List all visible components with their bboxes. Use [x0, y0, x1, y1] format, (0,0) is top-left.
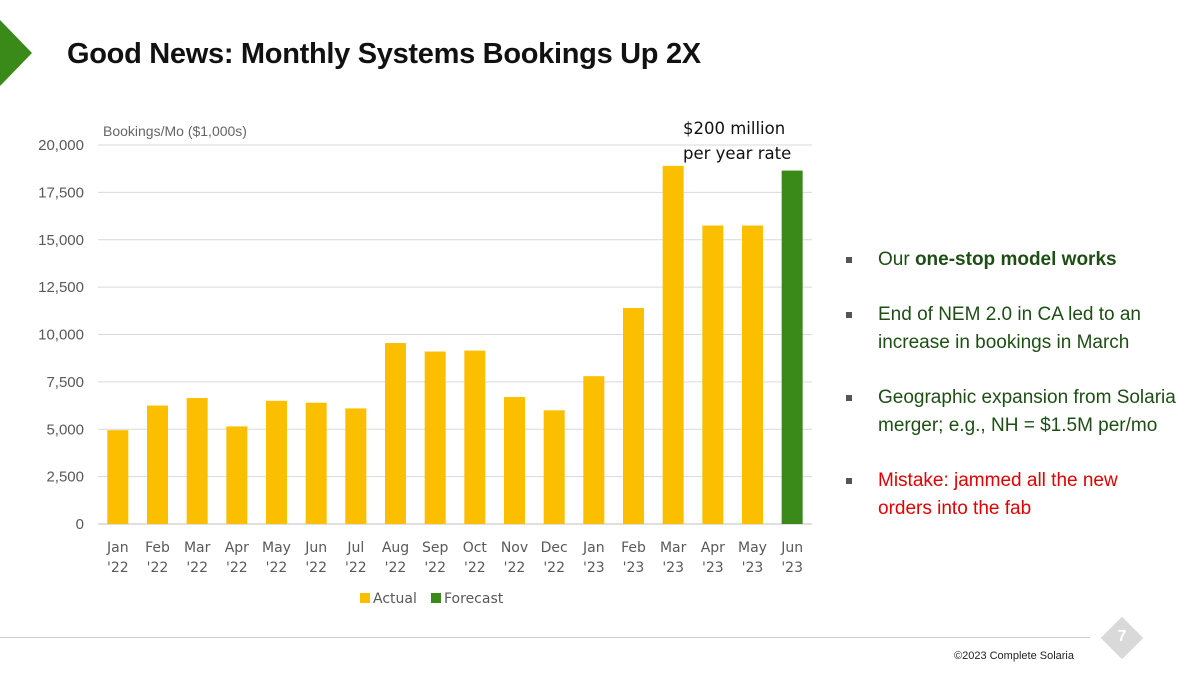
bar-8 — [424, 351, 446, 524]
y-tick-label: 12,500 — [38, 279, 84, 296]
bar-10 — [504, 397, 525, 524]
corner-tab-arrow — [0, 20, 32, 86]
bar-6 — [345, 408, 367, 524]
x-tick-month: Jan — [582, 540, 605, 556]
x-tick-month: Feb — [621, 540, 646, 556]
bullet-item: Our one-stop model works — [846, 246, 1176, 274]
x-tick-month: Jul — [346, 540, 364, 556]
x-axis-ticks: Jan '22 Feb '22 Mar '22 Apr '22 May '22 Jun '22 Jul '… — [106, 540, 803, 576]
x-tick-month: Mar — [184, 540, 211, 556]
bullet-square-icon — [846, 257, 852, 263]
bar-12 — [583, 376, 605, 524]
x-tick-month: May — [262, 540, 291, 556]
x-tick-year: '22 — [504, 560, 526, 576]
x-tick-year: '22 — [385, 560, 407, 576]
bullet-square-icon — [846, 312, 852, 318]
annotation-line-2: per year rate — [683, 144, 792, 163]
page-number-badge: 7 — [1100, 616, 1144, 660]
bullet-item: End of NEM 2.0 in CA led to an increase … — [846, 301, 1176, 357]
y-tick-label: 10,000 — [38, 327, 84, 344]
x-tick-year: '22 — [345, 560, 367, 576]
y-tick-label: 0 — [76, 516, 84, 533]
bar-15 — [702, 225, 724, 524]
x-tick-year: '23 — [623, 560, 645, 576]
bar-1 — [147, 405, 168, 524]
x-tick-month: Jun — [304, 540, 327, 556]
bullet-square-icon — [846, 478, 852, 484]
bar-16 — [742, 225, 763, 524]
legend-swatch — [431, 593, 441, 603]
x-tick-year: '23 — [583, 560, 605, 576]
x-tick-year: '22 — [226, 560, 248, 576]
x-tick-year: '22 — [266, 560, 288, 576]
x-tick-month: Oct — [463, 540, 488, 556]
bar-7 — [385, 343, 406, 524]
x-tick-year: '22 — [424, 560, 446, 576]
x-tick-month: May — [738, 540, 767, 556]
x-tick-year: '22 — [186, 560, 208, 576]
y-axis-label: Bookings/Mo ($1,000s) — [103, 123, 247, 139]
chart-annotation: $200 million per year rate — [683, 116, 803, 166]
x-tick-month: Feb — [145, 540, 170, 556]
x-tick-year: '23 — [702, 560, 724, 576]
x-tick-month: Dec — [541, 540, 568, 556]
x-tick-year: '22 — [147, 560, 169, 576]
bar-5 — [305, 402, 327, 524]
x-tick-month: Jan — [106, 540, 129, 556]
x-tick-month: Aug — [382, 540, 409, 556]
copyright-notice: ©2023 Complete Solaria — [953, 650, 1074, 662]
bar-2 — [186, 397, 208, 524]
x-tick-month: Sep — [422, 540, 449, 556]
annotation-line-1: $200 million — [683, 119, 786, 138]
x-tick-month: Mar — [660, 540, 687, 556]
x-tick-year: '23 — [781, 560, 803, 576]
y-tick-label: 2,500 — [46, 469, 84, 486]
footer-divider — [0, 637, 1090, 638]
bar-9 — [464, 350, 486, 524]
y-tick-label: 20,000 — [38, 137, 84, 154]
bar-3 — [226, 426, 248, 524]
x-tick-year: '22 — [464, 560, 486, 576]
slide-title: Good News: Monthly Systems Bookings Up 2… — [67, 38, 701, 70]
bar-17 — [781, 170, 803, 524]
bullet-item: Geographic expansion from Solaria merger… — [846, 384, 1176, 440]
y-tick-label: 7,500 — [46, 374, 84, 391]
bullet-item: Mistake: jammed all the new orders into … — [846, 467, 1176, 523]
chart-bars — [107, 165, 803, 524]
x-tick-month: Nov — [501, 540, 528, 556]
x-tick-month: Apr — [701, 540, 725, 556]
bar-11 — [543, 410, 565, 524]
bullet-list: Our one-stop model works End of NEM 2.0 … — [846, 246, 1176, 550]
page-number: 7 — [1117, 628, 1127, 645]
x-tick-month: Jun — [780, 540, 803, 556]
x-tick-year: '22 — [543, 560, 565, 576]
bar-0 — [107, 430, 129, 524]
chart-legend: Actual Forecast — [360, 591, 504, 607]
bar-13 — [623, 307, 644, 524]
legend-label: Actual — [373, 591, 417, 607]
legend-label: Forecast — [444, 591, 504, 607]
chart-gridlines — [98, 144, 812, 525]
y-axis-ticks: 0 2,500 5,000 7,500 10,000 12,500 15,000 17,500… — [38, 137, 84, 533]
x-tick-year: '23 — [742, 560, 764, 576]
x-tick-year: '22 — [305, 560, 327, 576]
legend-swatch — [360, 593, 370, 603]
x-tick-year: '22 — [107, 560, 129, 576]
bullet-square-icon — [846, 395, 852, 401]
bookings-bar-chart: 0 2,500 5,000 7,500 10,000 12,500 15,000 17,500… — [38, 123, 812, 607]
x-tick-year: '23 — [662, 560, 684, 576]
x-tick-month: Apr — [225, 540, 249, 556]
y-tick-label: 5,000 — [46, 421, 84, 438]
bar-14 — [662, 165, 684, 524]
y-tick-label: 17,500 — [38, 184, 84, 201]
bar-4 — [266, 400, 287, 524]
y-tick-label: 15,000 — [38, 232, 84, 249]
